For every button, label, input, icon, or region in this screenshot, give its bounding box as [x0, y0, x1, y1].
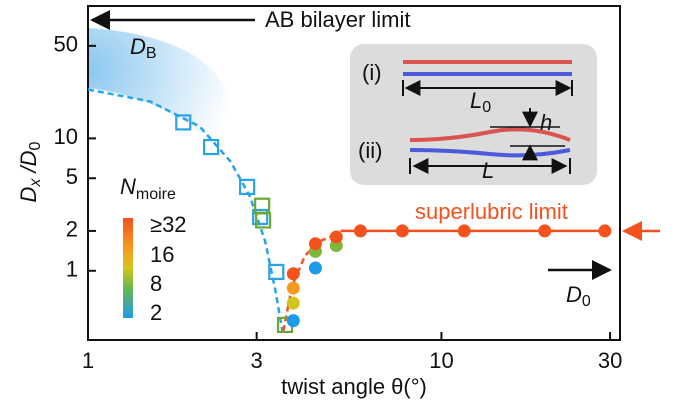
- square-point: [239, 178, 256, 196]
- x-tick-label: 1: [82, 348, 94, 373]
- square-point: [252, 208, 269, 226]
- circle-point: [395, 224, 409, 238]
- annotation: DB: [130, 34, 157, 62]
- y-tick-label: 2: [66, 217, 78, 242]
- inset-label: (ii): [358, 138, 382, 163]
- circle-point: [286, 281, 300, 295]
- circle-point: [538, 224, 552, 238]
- square-point: [203, 138, 220, 156]
- annotation: AB bilayer limit: [265, 7, 410, 32]
- label: B: [146, 45, 157, 62]
- circle-point: [329, 230, 343, 244]
- inset-label: L: [482, 158, 494, 183]
- circle-point: [286, 267, 300, 281]
- square-point: [268, 263, 285, 281]
- label: N: [120, 174, 136, 199]
- y-axis-label: Dx /D0: [16, 141, 44, 202]
- y-tick-label: 50: [54, 32, 78, 57]
- label: 0: [582, 293, 591, 310]
- label: 0: [27, 141, 44, 150]
- circle-point: [598, 224, 612, 238]
- shade: [89, 28, 236, 165]
- square-point: [175, 114, 192, 131]
- plot-area: [87, 88, 612, 334]
- label: D: [130, 34, 146, 59]
- colorbar-label: 2: [150, 300, 162, 325]
- y-tick-label: 1: [66, 257, 78, 282]
- square-point: [255, 212, 272, 229]
- label: /D: [16, 150, 41, 178]
- colorbar-label: ≥32: [150, 212, 187, 237]
- label: 0: [482, 99, 491, 116]
- circle-point: [286, 296, 300, 310]
- inset: (i) L0 (ii) h L: [350, 44, 597, 185]
- colorbar-label: 16: [150, 242, 174, 267]
- x-tick-label: 10: [429, 348, 453, 373]
- x-axis-label: twist angle θ(°): [281, 374, 427, 399]
- colorbar-title: Nmoire: [120, 174, 176, 203]
- circle-point: [308, 261, 322, 275]
- label: moire: [136, 186, 176, 203]
- label: L: [470, 88, 482, 113]
- plot-frame: [87, 5, 621, 341]
- inset-label: (i): [362, 60, 382, 85]
- y-tick-label: 10: [54, 124, 78, 149]
- y-tick-label: 5: [66, 164, 78, 189]
- circle-point: [353, 224, 367, 238]
- label: x: [27, 178, 44, 188]
- annotation: superlubric limit: [415, 199, 568, 224]
- circle-point: [308, 237, 322, 251]
- inset-label: h: [540, 110, 552, 135]
- x-tick-label: 30: [598, 348, 622, 373]
- colorbar: [123, 218, 133, 318]
- circle-point: [457, 224, 471, 238]
- fit-line: [87, 88, 284, 332]
- circle-point: [286, 314, 300, 328]
- annotation: D0: [566, 282, 591, 310]
- x-tick-label: 3: [251, 348, 263, 373]
- label: D: [16, 186, 41, 202]
- colorbar-label: 8: [150, 271, 162, 296]
- inset-label: L0: [470, 88, 491, 116]
- label: D: [566, 282, 582, 307]
